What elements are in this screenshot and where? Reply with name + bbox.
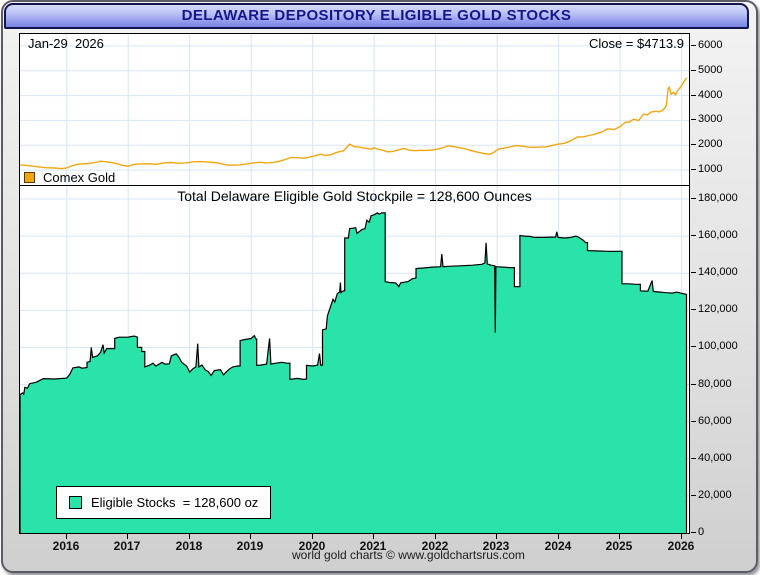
window-title: DELAWARE DEPOSITORY ELIGIBLE GOLD STOCKS	[181, 7, 572, 24]
stocks-area-series	[20, 212, 687, 533]
eligible-stocks-panel: Total Delaware Eligible Gold Stockpile =…	[19, 185, 690, 534]
stocks-legend-label: Eligible Stocks = 128,600 oz	[91, 495, 259, 510]
gold-price-series	[20, 77, 688, 170]
gold-legend: Comex Gold	[24, 170, 115, 185]
gold-line-chart	[20, 34, 689, 185]
gold-price-panel: Jan-29 2026 Close = $4713.9 Comex Gold	[19, 33, 690, 186]
gold-legend-label: Comex Gold	[43, 170, 116, 185]
date-label: Jan-29 2026	[28, 36, 104, 51]
title-bar: DELAWARE DEPOSITORY ELIGIBLE GOLD STOCKS	[4, 3, 749, 29]
close-price-label: Close = $4713.9	[588, 36, 684, 51]
stocks-area-outline	[20, 212, 688, 533]
stocks-legend-swatch-icon	[69, 496, 82, 509]
stocks-legend: Eligible Stocks = 128,600 oz	[56, 486, 272, 519]
watermark-credit: world gold charts © www.goldchartsrus.co…	[292, 548, 525, 562]
stocks-area-chart	[20, 186, 689, 533]
stocks-chart-title: Total Delaware Eligible Gold Stockpile =…	[177, 188, 532, 204]
gold-legend-swatch-icon	[24, 172, 35, 183]
